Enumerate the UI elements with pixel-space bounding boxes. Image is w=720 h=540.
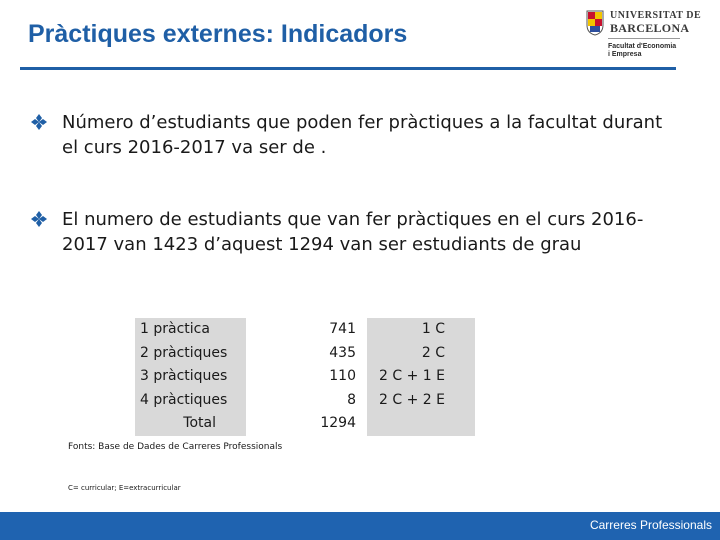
logo-faculty-line2: i Empresa bbox=[608, 51, 642, 58]
diamond-bullet-icon bbox=[31, 114, 47, 130]
table-cell-count: 741 bbox=[329, 321, 356, 337]
page-title: Pràctiques externes: Indicadors bbox=[28, 20, 408, 48]
table-cell-type: 2 C + 2 E bbox=[379, 391, 445, 408]
table-cell-label: 2 pràctiques bbox=[140, 344, 228, 361]
table-cell-type: 1 C bbox=[421, 321, 445, 337]
university-logo: UNIVERSITAT DE BARCELONA Facultat d'Econ… bbox=[586, 8, 701, 62]
table-column-types: 1 C 2 C 2 C + 1 E 2 C + 2 E bbox=[367, 318, 475, 436]
footer-label: Carreres Professionals bbox=[589, 518, 712, 532]
logo-city-text: BARCELONA bbox=[610, 21, 690, 35]
bullet-item: Número d’estudiants que poden fer pràcti… bbox=[30, 110, 670, 160]
bullet-item: El numero de estudiants que van fer pràc… bbox=[30, 207, 670, 257]
shield-icon bbox=[586, 10, 604, 36]
table-cell-type-total bbox=[367, 412, 475, 436]
logo-faculty-text: Facultat d'Economia i Empresa bbox=[608, 43, 676, 59]
table-cell-type: 2 C + 1 E bbox=[379, 368, 445, 384]
table-cell-label: 1 pràctica bbox=[140, 321, 210, 337]
source-footnote: Fonts: Base de Dades de Carreres Profess… bbox=[68, 442, 283, 452]
table-cell-label: 3 pràctiques bbox=[140, 368, 228, 384]
bullet-text: El numero de estudiants que van fer pràc… bbox=[62, 209, 644, 255]
diamond-bullet-icon bbox=[31, 211, 47, 227]
logo-faculty-line1: Facultat d'Economia bbox=[608, 43, 677, 50]
footer-bar: Carreres Professionals bbox=[0, 512, 720, 540]
legend-footnote: C= curricular; E=extracurricular bbox=[68, 484, 181, 492]
table-cell-count-total: 1294 bbox=[320, 415, 356, 431]
logo-university-text: UNIVERSITAT DE bbox=[610, 10, 702, 21]
logo-divider bbox=[608, 38, 680, 39]
table-cell-count: 110 bbox=[329, 368, 356, 384]
table-cell-type: 2 C bbox=[421, 344, 445, 361]
table-cell-count: 8 bbox=[347, 391, 356, 408]
bullet-text: Número d’estudiants que poden fer pràcti… bbox=[62, 112, 663, 158]
table-cell-count: 435 bbox=[329, 344, 356, 361]
table-cell-label: 4 pràctiques bbox=[140, 391, 228, 408]
table-column-labels: 1 pràctica 2 pràctiques 3 pràctiques 4 p… bbox=[135, 318, 246, 436]
title-underline bbox=[20, 67, 676, 70]
table-cell-label-total: Total bbox=[183, 415, 216, 431]
table-column-counts: 741 435 110 8 1294 bbox=[251, 318, 361, 436]
